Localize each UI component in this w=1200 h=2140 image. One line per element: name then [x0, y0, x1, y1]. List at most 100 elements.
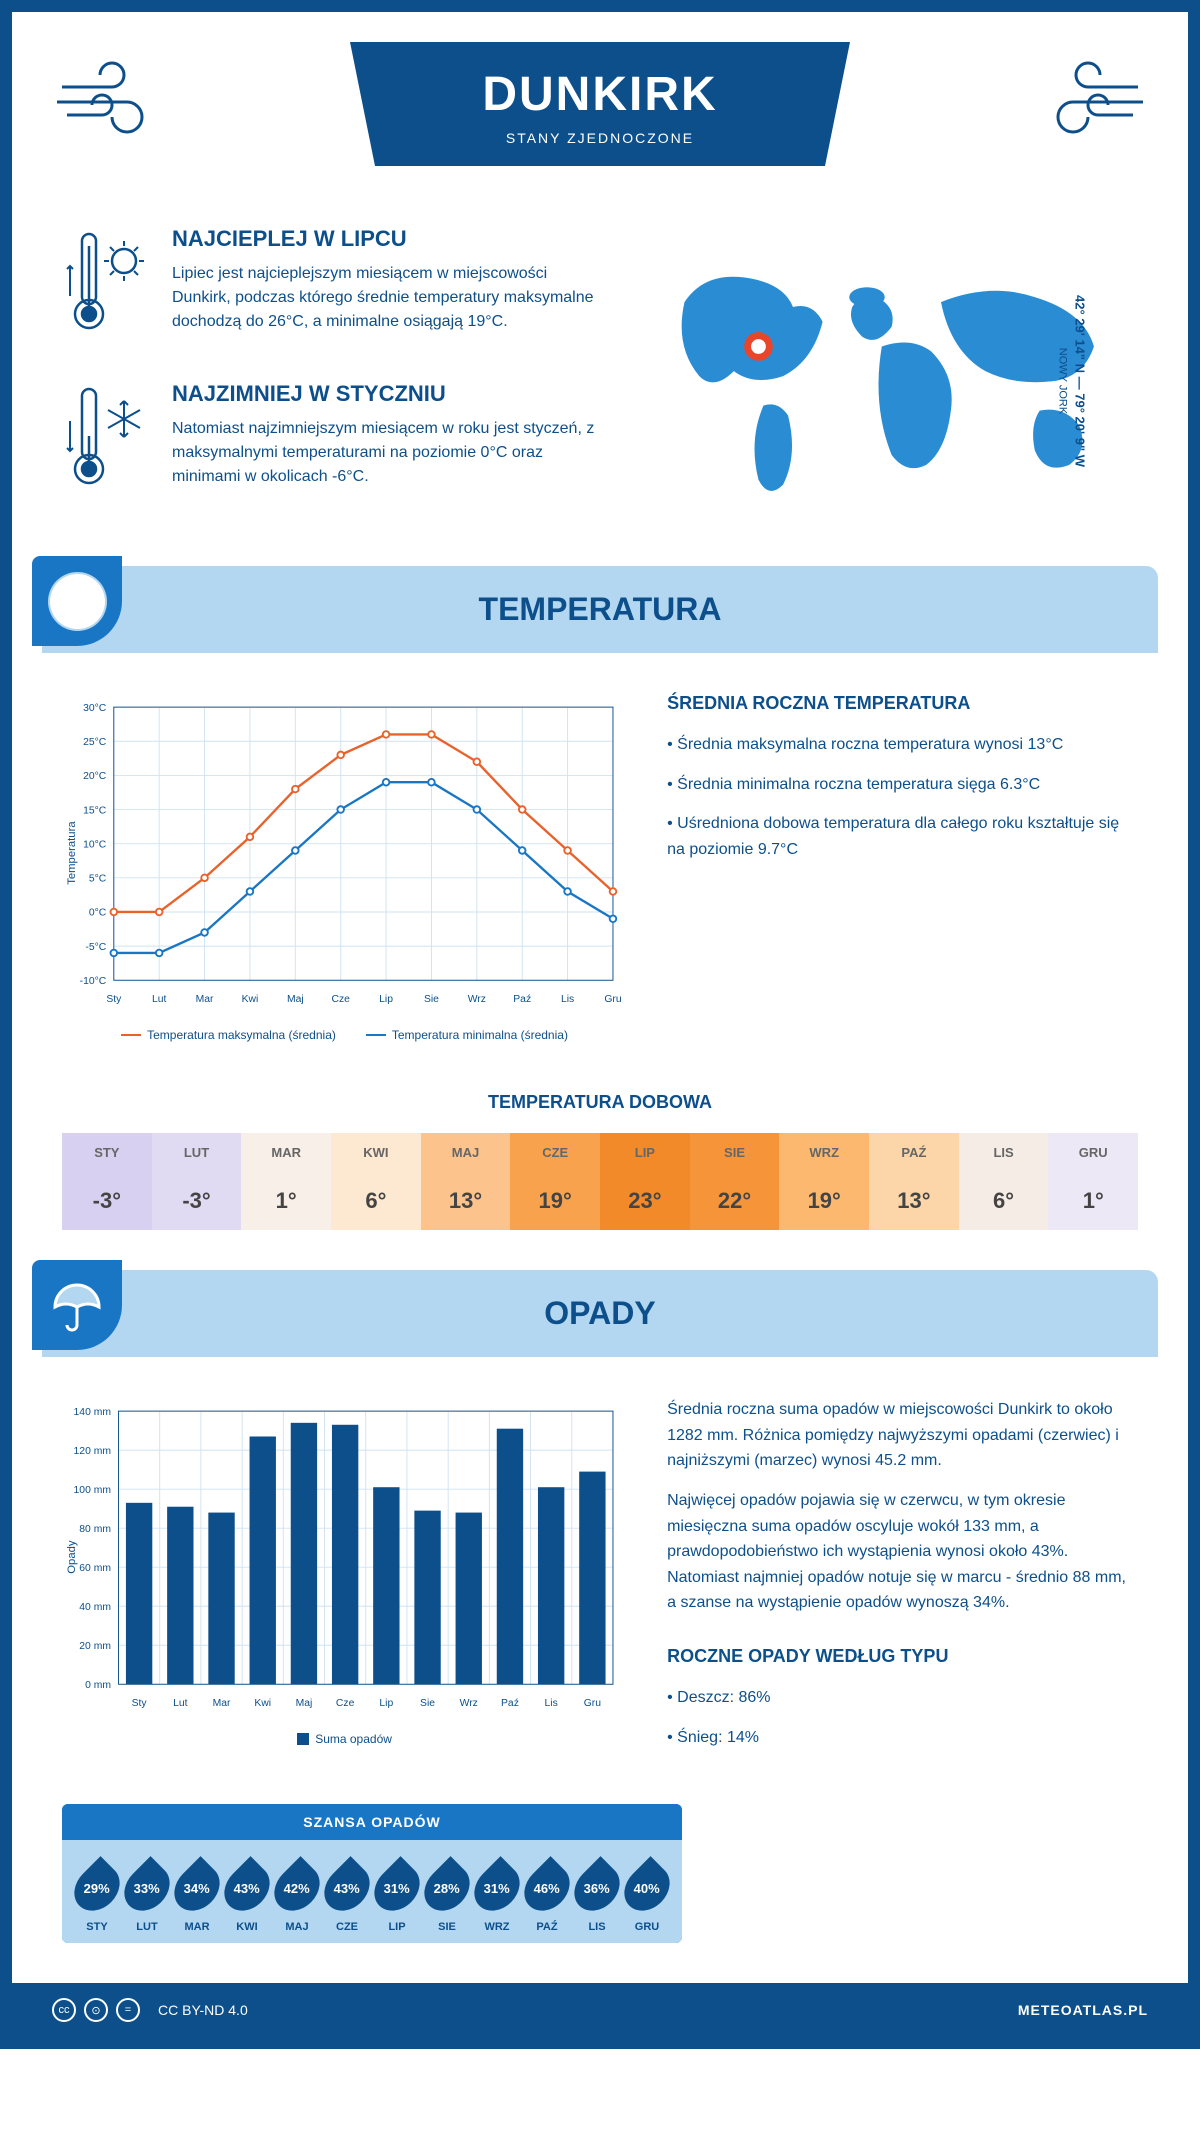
wind-icon-left: [52, 57, 162, 151]
drop-icon: 43%: [315, 1856, 379, 1920]
daily-value: 19°: [779, 1172, 869, 1230]
svg-text:Wrz: Wrz: [468, 994, 486, 1005]
daily-temp-cell: LIP23°: [600, 1133, 690, 1230]
chance-cell: 34%MAR: [172, 1855, 222, 1933]
chance-cell: 29%STY: [72, 1855, 122, 1933]
legend-min: Temperatura minimalna (średnia): [366, 1028, 568, 1042]
daily-temp-heading: TEMPERATURA DOBOWA: [62, 1092, 1138, 1113]
country-subtitle: STANY ZJEDNOCZONE: [430, 130, 770, 146]
daily-value: 13°: [421, 1172, 511, 1230]
title-banner: DUNKIRK STANY ZJEDNOCZONE: [350, 42, 850, 166]
coldest-heading: NAJZIMNIEJ W STYCZNIU: [172, 381, 605, 407]
daily-temp-cell: SIE22°: [690, 1133, 780, 1230]
coordinates: 42° 29' 14" N — 79° 20' 9" W NOWY JORK: [1057, 295, 1088, 467]
chance-cell: 43%CZE: [322, 1855, 372, 1933]
precip-type: ROCZNE OPADY WEDŁUG TYPU Deszcz: 86% Śni…: [667, 1646, 1138, 1750]
daily-month: CZE: [510, 1133, 600, 1172]
svg-text:Sty: Sty: [106, 994, 122, 1005]
daily-temp-table: STY-3°LUT-3°MAR1°KWI6°MAJ13°CZE19°LIP23°…: [62, 1133, 1138, 1230]
coords-state: NOWY JORK: [1057, 295, 1069, 467]
daily-month: PAŹ: [869, 1133, 959, 1172]
svg-text:0°C: 0°C: [89, 908, 107, 919]
legend-precip: Suma opadów: [297, 1732, 392, 1746]
svg-text:Sty: Sty: [132, 1698, 148, 1709]
precip-chance: SZANSA OPADÓW 29%STY33%LUT34%MAR43%KWI42…: [62, 1804, 682, 1943]
chance-month: KWI: [222, 1921, 272, 1933]
precip-body: 0 mm20 mm40 mm60 mm80 mm100 mm120 mm140 …: [12, 1357, 1188, 1804]
svg-text:Maj: Maj: [287, 994, 304, 1005]
chance-cell: 42%MAJ: [272, 1855, 322, 1933]
daily-temp-cell: MAR1°: [241, 1133, 331, 1230]
svg-text:Lut: Lut: [173, 1698, 188, 1709]
thermometer-cold-icon: [62, 381, 152, 496]
svg-text:-5°C: -5°C: [85, 942, 106, 953]
svg-text:Lis: Lis: [545, 1698, 558, 1709]
drop-icon: 31%: [365, 1856, 429, 1920]
drop-icon: 34%: [165, 1856, 229, 1920]
precip-type-snow: Śnieg: 14%: [667, 1725, 1138, 1751]
svg-text:Lis: Lis: [561, 994, 574, 1005]
chance-month: CZE: [322, 1921, 372, 1933]
precip-legend: Suma opadów: [62, 1732, 627, 1746]
intro-section: NAJCIEPLEJ W LIPCU Lipiec jest najcieple…: [12, 186, 1188, 566]
svg-text:Cze: Cze: [331, 994, 350, 1005]
precip-chance-heading: SZANSA OPADÓW: [62, 1804, 682, 1840]
svg-text:Mar: Mar: [213, 1698, 231, 1709]
svg-text:Temperatura: Temperatura: [66, 821, 78, 885]
wind-icon-right: [1038, 57, 1148, 151]
precip-chance-row: 29%STY33%LUT34%MAR43%KWI42%MAJ43%CZE31%L…: [62, 1840, 682, 1943]
daily-value: 6°: [959, 1172, 1049, 1230]
daily-value: 1°: [241, 1172, 331, 1230]
svg-text:60 mm: 60 mm: [79, 1563, 111, 1574]
daily-temp-cell: LUT-3°: [152, 1133, 242, 1230]
warmest-block: NAJCIEPLEJ W LIPCU Lipiec jest najcieple…: [62, 226, 605, 341]
svg-text:Kwi: Kwi: [242, 994, 259, 1005]
precip-text-2: Najwięcej opadów pojawia się w czerwcu, …: [667, 1488, 1138, 1616]
nd-icon: =: [116, 1998, 140, 2022]
svg-text:140 mm: 140 mm: [74, 1407, 111, 1418]
chance-month: MAR: [172, 1921, 222, 1933]
chance-month: SIE: [422, 1921, 472, 1933]
precip-banner: OPADY: [42, 1270, 1158, 1357]
svg-text:40 mm: 40 mm: [79, 1602, 111, 1613]
intro-text-column: NAJCIEPLEJ W LIPCU Lipiec jest najcieple…: [62, 226, 605, 536]
footer: cc ⊙ = CC BY-ND 4.0 METEOATLAS.PL: [12, 1983, 1188, 2037]
svg-text:Mar: Mar: [196, 994, 214, 1005]
warmest-heading: NAJCIEPLEJ W LIPCU: [172, 226, 605, 252]
chance-cell: 28%SIE: [422, 1855, 472, 1933]
page-container: DUNKIRK STANY ZJEDNOCZONE NAJCIEPLEJ W L…: [0, 0, 1200, 2049]
svg-text:25°C: 25°C: [83, 737, 107, 748]
daily-month: KWI: [331, 1133, 421, 1172]
daily-value: -3°: [62, 1172, 152, 1230]
svg-text:30°C: 30°C: [83, 703, 107, 714]
daily-month: LUT: [152, 1133, 242, 1172]
svg-text:15°C: 15°C: [83, 805, 107, 816]
temp-legend: Temperatura maksymalna (średnia) Tempera…: [62, 1028, 627, 1042]
precip-type-rain: Deszcz: 86%: [667, 1685, 1138, 1711]
chance-month: PAŹ: [522, 1921, 572, 1933]
annual-temp-heading: ŚREDNIA ROCZNA TEMPERATURA: [667, 693, 1138, 714]
temperature-banner: TEMPERATURA: [42, 566, 1158, 653]
drop-icon: 31%: [465, 1856, 529, 1920]
svg-text:Paź: Paź: [513, 994, 531, 1005]
daily-value: 13°: [869, 1172, 959, 1230]
temperature-text-column: ŚREDNIA ROCZNA TEMPERATURA Średnia maksy…: [667, 693, 1138, 1042]
chance-month: STY: [72, 1921, 122, 1933]
chance-cell: 43%KWI: [222, 1855, 272, 1933]
coldest-block: NAJZIMNIEJ W STYCZNIU Natomiast najzimni…: [62, 381, 605, 496]
svg-text:80 mm: 80 mm: [79, 1524, 111, 1535]
daily-month: WRZ: [779, 1133, 869, 1172]
license-block: cc ⊙ = CC BY-ND 4.0: [52, 1998, 248, 2022]
daily-value: 22°: [690, 1172, 780, 1230]
drop-icon: 28%: [415, 1856, 479, 1920]
daily-temp-cell: WRZ19°: [779, 1133, 869, 1230]
svg-text:20°C: 20°C: [83, 771, 107, 782]
daily-value: 1°: [1048, 1172, 1138, 1230]
license-text: CC BY-ND 4.0: [158, 2002, 248, 2018]
coldest-body: Natomiast najzimniejszym miesiącem w rok…: [172, 417, 605, 489]
chance-cell: 40%GRU: [622, 1855, 672, 1933]
daily-value: -3°: [152, 1172, 242, 1230]
daily-temp-cell: CZE19°: [510, 1133, 600, 1230]
daily-temp-cell: STY-3°: [62, 1133, 152, 1230]
drop-icon: 43%: [215, 1856, 279, 1920]
